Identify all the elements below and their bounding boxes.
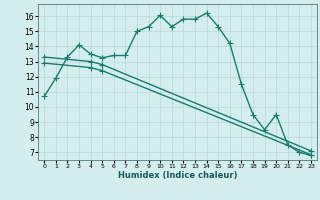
X-axis label: Humidex (Indice chaleur): Humidex (Indice chaleur) [118, 171, 237, 180]
